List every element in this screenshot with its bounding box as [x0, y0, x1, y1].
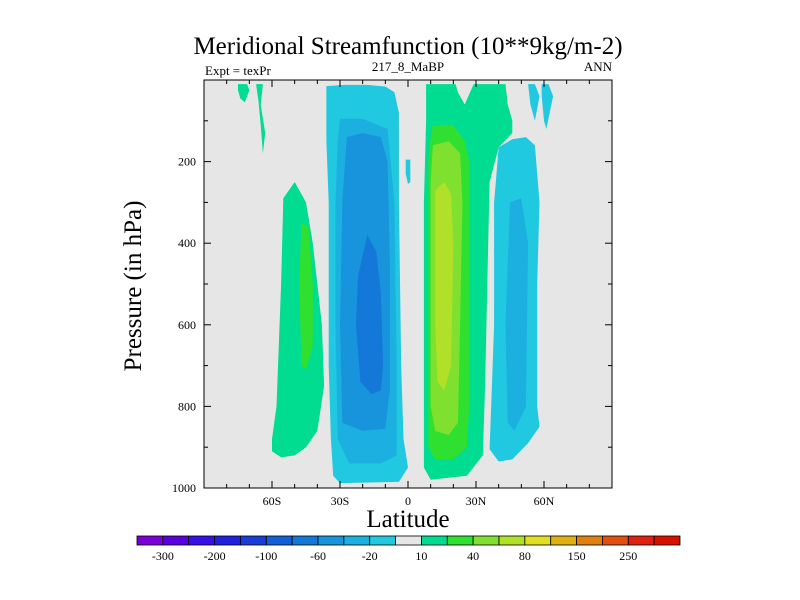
colorbar-swatch — [317, 535, 345, 546]
contour-region-7 — [528, 84, 540, 121]
contour-region-6 — [541, 84, 554, 129]
contour-region-3 — [355, 235, 384, 395]
contour-region-14 — [238, 84, 250, 103]
colorbar-label: 150 — [568, 549, 586, 563]
y-axis-label: Pressure (in hPa) — [120, 201, 147, 372]
y-axis: 200 400 600 800 1000 — [172, 120, 612, 495]
colorbar-swatch — [472, 535, 500, 546]
colorbar-label: -300 — [152, 549, 174, 563]
colorbar-label: 10 — [415, 549, 427, 563]
contour-region-15 — [256, 84, 266, 154]
season-label: ANN — [584, 59, 613, 74]
colorbar-label: -20 — [362, 549, 378, 563]
colorbar-swatch — [343, 535, 371, 546]
colorbar-swatch — [136, 535, 164, 546]
y-tick-label: 1000 — [172, 481, 196, 495]
contour-region-5 — [505, 198, 529, 431]
colorbar-swatch — [265, 535, 293, 546]
y-tick-label: 800 — [178, 399, 196, 413]
colorbar-swatch — [214, 535, 241, 546]
colorbar-label: 80 — [519, 549, 531, 563]
colorbar-swatch — [369, 535, 396, 546]
colorbar-swatch — [550, 535, 577, 546]
colorbar-swatch — [498, 535, 526, 546]
contour-region-16 — [405, 159, 411, 184]
colorbar-swatch — [188, 535, 215, 546]
run-label: 217_8_MaBP — [372, 59, 444, 74]
x-tick-label: 60S — [263, 494, 282, 508]
colorbar-swatch — [291, 535, 319, 546]
colorbar-label: 40 — [467, 549, 479, 563]
colorbar-swatch — [240, 535, 267, 546]
experiment-label: Expt = texPr — [205, 63, 271, 78]
colorbar-swatch — [653, 535, 681, 546]
x-tick-label: 0 — [405, 494, 411, 508]
colorbar-swatch — [602, 535, 629, 546]
x-tick-label: 30S — [331, 494, 350, 508]
x-tick-label: 30N — [466, 494, 487, 508]
colorbar-swatch — [576, 535, 603, 546]
colorbar-swatch — [446, 535, 474, 546]
y-tick-label: 400 — [178, 236, 196, 250]
colorbar-label: -60 — [310, 549, 326, 563]
x-axis-label: Latitude — [366, 506, 449, 533]
colorbar-label: 250 — [619, 549, 637, 563]
chart-title: Meridional Streamfunction (10**9kg/m-2) — [193, 33, 622, 60]
colorbar-swatch — [627, 535, 655, 546]
contour-region-13 — [299, 222, 313, 370]
contour-region-12 — [272, 182, 325, 458]
colorbar-label: -200 — [204, 549, 226, 563]
colorbar-label: -100 — [255, 549, 277, 563]
colorbar-swatch — [395, 535, 422, 546]
x-tick-label: 60N — [534, 494, 555, 508]
x-axis: 60S 30S 0 30N 60N — [226, 80, 590, 508]
contour-region-11 — [435, 182, 454, 391]
colorbar-swatch — [162, 535, 190, 546]
y-tick-label: 200 — [178, 155, 196, 169]
y-tick-label: 600 — [178, 318, 196, 332]
plot-background — [204, 80, 612, 488]
colorbar-swatch — [524, 535, 552, 546]
colorbar: -300 -200 -100 -60 -20 10 40 80 150 250 — [136, 535, 681, 563]
contour-regions — [238, 84, 554, 484]
colorbar-swatch — [421, 535, 448, 546]
